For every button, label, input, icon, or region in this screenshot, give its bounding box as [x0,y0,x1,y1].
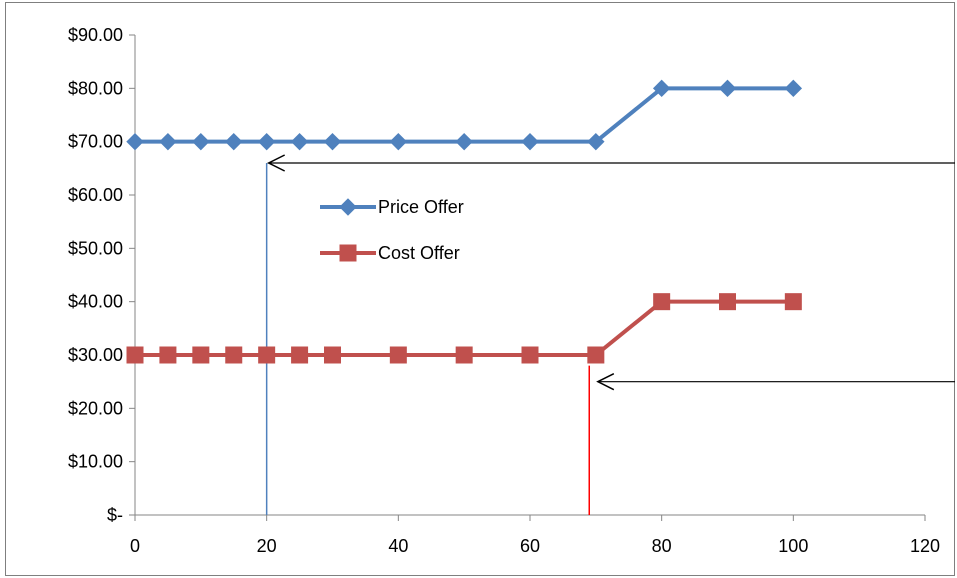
y-tick-label: $80.00 [68,78,123,98]
series-cost-offer [126,293,802,364]
x-tick-label: 20 [257,536,277,556]
chart-frame [5,2,955,576]
data-point-diamond [587,132,605,151]
data-point-square [225,346,243,364]
y-tick-label: $- [107,505,123,525]
data-point-square [587,346,605,364]
data-point-diamond [521,132,539,151]
legend-label: Cost Offer [378,243,460,263]
x-tick-label: 100 [778,536,808,556]
data-point-square [389,346,407,364]
data-point-square [291,346,309,364]
data-point-diamond [192,132,210,151]
y-tick-label: $10.00 [68,452,123,472]
y-tick-label: $90.00 [68,25,123,45]
y-tick-label: $70.00 [68,132,123,152]
data-point-square [784,293,802,311]
y-tick-label: $30.00 [68,345,123,365]
data-point-square [653,293,671,311]
legend-label: Price Offer [378,197,464,217]
data-point-square [521,346,539,364]
data-point-diamond [784,79,803,98]
legend: Price Offer Cost Offer [320,197,464,263]
y-tick-label: $40.00 [68,292,123,312]
data-point-square [258,346,276,364]
x-tick-label: 40 [388,536,408,556]
data-point-diamond [290,132,309,151]
series-price-offer [126,79,803,151]
x-tick-label: 120 [910,536,940,556]
data-point-diamond [126,132,144,151]
data-point-square [192,346,210,364]
arrow-head [596,372,615,391]
data-point-square [159,346,177,364]
y-tick-label: $50.00 [68,238,123,258]
data-point-diamond [339,198,357,216]
arrow-head [266,154,286,172]
data-point-diamond [257,132,276,151]
series-group [126,79,803,364]
data-point-square [455,346,473,364]
x-tick-label: 0 [130,536,140,556]
x-tick-label: 80 [652,536,672,556]
data-point-diamond [225,132,243,151]
y-tick-label: $20.00 [68,398,123,418]
legend-item: Cost Offer [320,243,460,263]
axes [134,35,925,516]
data-point-diamond [389,132,408,151]
data-point-diamond [159,132,177,151]
data-point-diamond [455,132,473,151]
data-point-diamond [323,132,342,151]
y-axis-ticks: $- $10.00 $20.00 $30.00 $40.00 $50.00 $60.00 $7… [68,25,135,525]
data-point-diamond [652,79,671,98]
y-tick-label: $60.00 [68,185,123,205]
data-point-square [339,244,357,262]
annotations [265,154,955,515]
data-point-square [126,346,144,364]
legend-item: Price Offer [320,197,464,217]
x-axis-ticks: 0 20 40 60 80 100 120 [130,515,940,556]
data-point-square [324,346,341,364]
data-point-square [719,293,736,311]
x-tick-label: 60 [520,536,540,556]
data-point-diamond [718,79,737,98]
